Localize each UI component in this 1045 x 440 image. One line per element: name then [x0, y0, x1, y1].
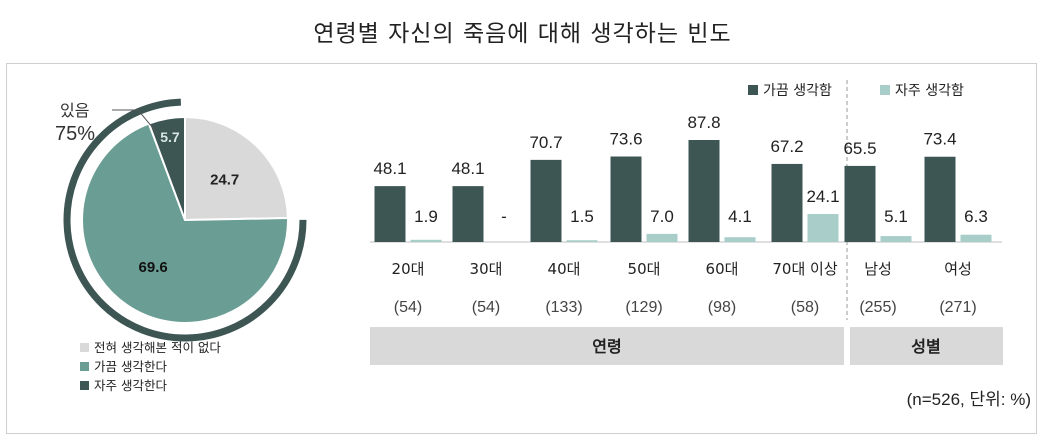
bar-value-label: 7.0 — [650, 207, 674, 226]
group-label-age: 연령 — [592, 337, 621, 356]
legend-swatch — [80, 381, 89, 390]
bar-often — [410, 239, 442, 242]
legend-label: 가끔 생각한다 — [94, 359, 167, 374]
bar-often — [724, 237, 756, 242]
bar-value-label: 1.5 — [570, 207, 594, 226]
bar-value-label: 73.6 — [609, 129, 642, 148]
bar-value-label: 87.8 — [687, 113, 720, 132]
bar-sometimes — [530, 159, 562, 242]
pie-callout-value: 75% — [55, 123, 95, 145]
category-label: 70대 이상 — [772, 260, 837, 278]
category-label: 20대 — [392, 260, 425, 278]
legend-swatch — [748, 85, 758, 95]
pie-legend-item-often: 자주 생각한다 — [80, 376, 221, 395]
group-band-age — [370, 327, 844, 365]
bar-value-label: 1.9 — [414, 207, 438, 226]
bar-value-label: 24.1 — [806, 187, 839, 206]
bar-value-label: 48.1 — [373, 159, 406, 178]
pie-slice — [184, 115, 290, 222]
pie-callout-leader — [112, 109, 159, 135]
category-label: 50대 — [628, 260, 661, 278]
bar-sometimes — [924, 156, 956, 242]
group-band-gender — [850, 327, 1003, 365]
bar-sometimes — [688, 140, 720, 242]
bar-sometimes — [452, 186, 484, 242]
bar-often — [807, 214, 839, 242]
bar-often — [880, 236, 912, 242]
legend-swatch — [880, 85, 890, 95]
bar-value-label: 67.2 — [770, 137, 803, 156]
bar-often — [646, 233, 678, 242]
bar-sometimes — [610, 156, 642, 242]
bar-often — [566, 240, 598, 242]
category-label: 40대 — [548, 260, 581, 278]
group-label-gender: 성별 — [911, 337, 940, 356]
category-label: 30대 — [470, 260, 503, 278]
category-label: 60대 — [706, 260, 739, 278]
bar-often — [960, 234, 992, 242]
legend-label: 자주 생각함 — [895, 83, 964, 99]
legend-label: 전혀 생각해본 적이 없다 — [94, 340, 221, 355]
pie-callout-label: 있음 — [60, 101, 89, 120]
sample-size-label: (54) — [394, 299, 422, 316]
sample-size-label: (129) — [625, 299, 662, 316]
legend-label: 자주 생각한다 — [94, 378, 167, 393]
bar-value-label: 65.5 — [843, 139, 876, 158]
unit-note: (n=526, 단위: %) — [906, 390, 1031, 409]
pie-slice — [81, 122, 289, 324]
pie-slice-label: 24.7 — [210, 172, 239, 189]
bar-value-label: 73.4 — [923, 130, 956, 149]
bar-value-label: 6.3 — [964, 207, 988, 226]
pie-legend: 전혀 생각해본 적이 없다 가끔 생각한다 자주 생각한다 — [80, 338, 221, 395]
legend-swatch — [80, 362, 89, 371]
category-label: 여성 — [944, 260, 972, 278]
category-label: 남성 — [864, 260, 892, 278]
pie-outer-ring — [63, 98, 307, 342]
bar-value-label: - — [501, 207, 507, 226]
bar-value-label: 5.1 — [884, 207, 908, 226]
chart-title: 연령별 자신의 죽음에 대해 생각하는 빈도 — [313, 21, 732, 47]
pie-slice-label: 5.7 — [160, 129, 180, 145]
pie-slice-label: 69.6 — [139, 259, 168, 276]
sample-size-label: (271) — [939, 299, 976, 316]
sample-size-label: (255) — [859, 299, 896, 316]
sample-size-label: (98) — [708, 299, 736, 316]
bar-value-label: 70.7 — [529, 133, 562, 152]
legend-swatch — [80, 343, 89, 352]
pie-legend-item-sometimes: 가끔 생각한다 — [80, 357, 221, 376]
bar-value-label: 4.1 — [728, 207, 752, 226]
legend-label: 가끔 생각함 — [763, 83, 832, 99]
sample-size-label: (133) — [545, 299, 582, 316]
sample-size-label: (58) — [791, 299, 819, 316]
bar-legend-item-sometimes: 가끔 생각함 — [748, 80, 832, 100]
bar-sometimes — [374, 186, 406, 242]
bar-value-label: 48.1 — [451, 159, 484, 178]
sample-size-label: (54) — [472, 299, 500, 316]
pie-legend-item-never: 전혀 생각해본 적이 없다 — [80, 338, 221, 357]
bar-sometimes — [771, 163, 803, 242]
chart-frame — [6, 63, 1037, 434]
bar-legend-item-often: 자주 생각함 — [880, 80, 964, 100]
bar-sometimes — [844, 165, 876, 242]
